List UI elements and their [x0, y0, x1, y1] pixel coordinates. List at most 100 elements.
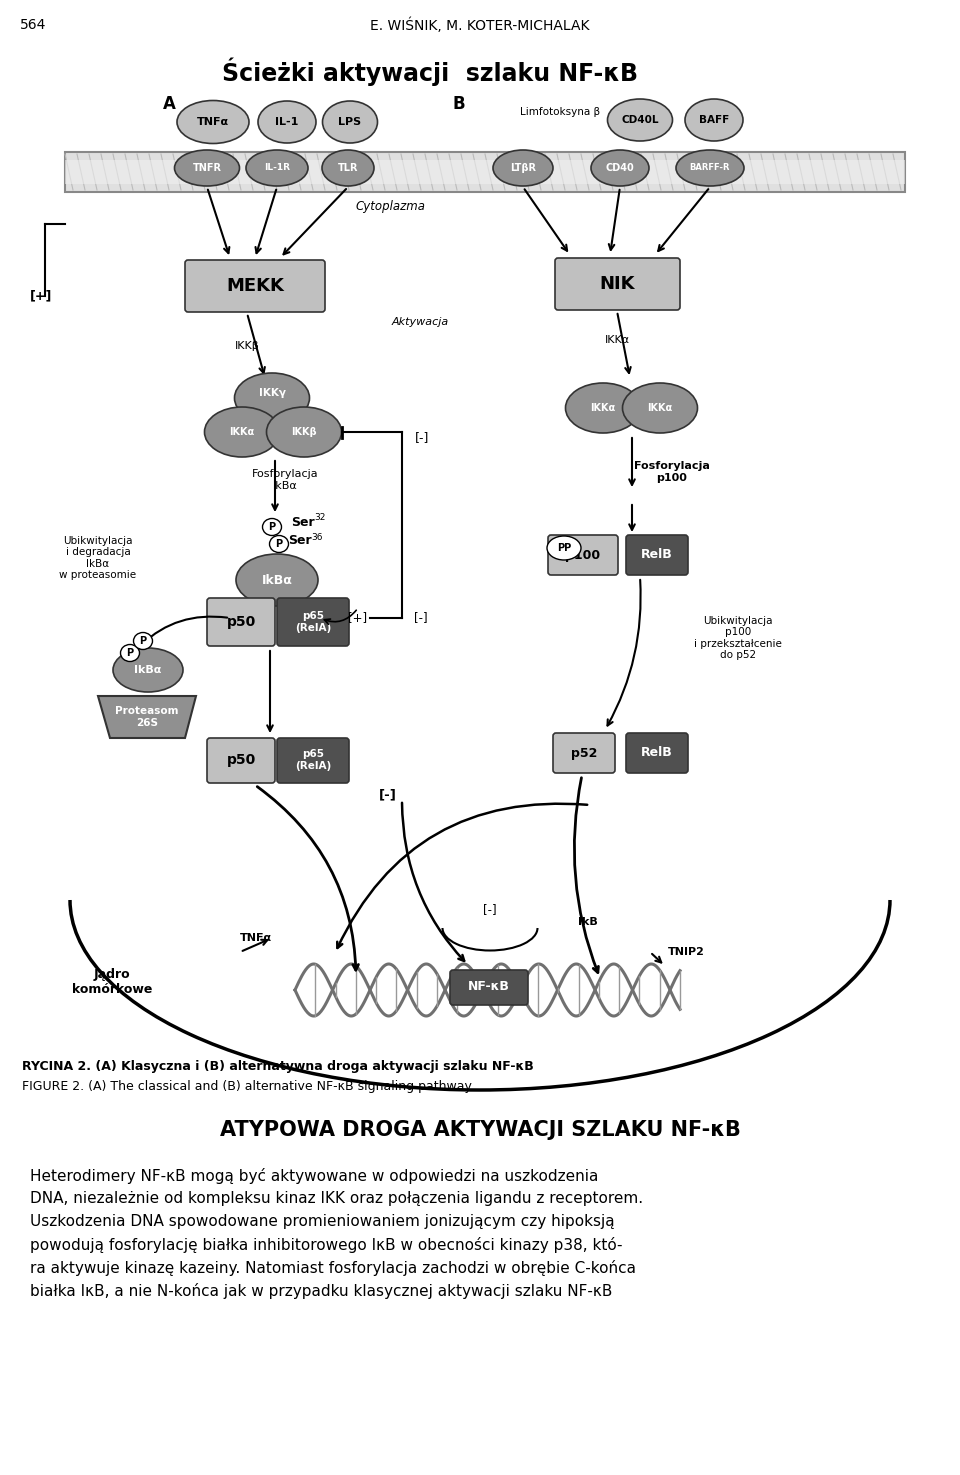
Text: p50: p50: [227, 754, 255, 767]
FancyBboxPatch shape: [277, 738, 349, 783]
Text: Cytoplazma: Cytoplazma: [355, 201, 425, 212]
Ellipse shape: [262, 519, 281, 535]
Text: Limfotoksyna β: Limfotoksyna β: [520, 108, 600, 117]
Text: białka IκB, a nie N-końca jak w przypadku klasycznej aktywacji szlaku NF-κB: białka IκB, a nie N-końca jak w przypadk…: [30, 1283, 612, 1299]
Text: [-]: [-]: [415, 432, 429, 444]
Ellipse shape: [565, 384, 640, 434]
FancyBboxPatch shape: [555, 258, 680, 310]
Text: 32: 32: [314, 513, 325, 522]
FancyBboxPatch shape: [626, 535, 688, 575]
FancyBboxPatch shape: [207, 738, 275, 783]
Ellipse shape: [622, 384, 698, 434]
FancyBboxPatch shape: [65, 152, 905, 192]
Ellipse shape: [133, 633, 153, 649]
Polygon shape: [98, 696, 196, 738]
Text: p65
(RelA): p65 (RelA): [295, 611, 331, 633]
Text: TNFα: TNFα: [197, 117, 229, 127]
Text: Ubikwitylacja
p100
i przekształcenie
do p52: Ubikwitylacja p100 i przekształcenie do …: [694, 615, 782, 661]
Ellipse shape: [121, 645, 139, 661]
Ellipse shape: [608, 99, 673, 142]
FancyBboxPatch shape: [185, 260, 325, 313]
Text: IKKβ: IKKβ: [234, 341, 259, 351]
Text: [-]: [-]: [483, 904, 497, 916]
Text: BAFF: BAFF: [699, 115, 730, 125]
Text: TNIP2: TNIP2: [668, 947, 705, 957]
Ellipse shape: [270, 535, 289, 553]
Text: [+]: [+]: [348, 612, 368, 624]
Text: 564: 564: [20, 18, 46, 32]
Text: Uszkodzenia DNA spowodowane promieniowaniem jonizującym czy hipoksją: Uszkodzenia DNA spowodowane promieniowan…: [30, 1214, 614, 1229]
Text: TNFα: TNFα: [240, 934, 272, 943]
Text: Ser: Ser: [288, 534, 312, 547]
Text: Fosforylacja
p100: Fosforylacja p100: [634, 462, 710, 482]
Text: DNA, niezależnie od kompleksu kinaz IKK oraz połączenia ligandu z receptorem.: DNA, niezależnie od kompleksu kinaz IKK …: [30, 1190, 643, 1207]
Text: Jądro
komórkowe: Jądro komórkowe: [72, 968, 153, 996]
Text: Proteasom
26S: Proteasom 26S: [115, 707, 179, 727]
Ellipse shape: [177, 100, 249, 143]
Text: FIGURE 2. (A) The classical and (B) alternative NF-κB signaling pathway: FIGURE 2. (A) The classical and (B) alte…: [22, 1080, 472, 1093]
FancyBboxPatch shape: [277, 597, 349, 646]
Text: [-]: [-]: [414, 612, 427, 624]
Text: P: P: [276, 538, 282, 549]
Ellipse shape: [323, 100, 377, 143]
Ellipse shape: [246, 150, 308, 186]
Text: powodują fosforylację białka inhibitorowego IκB w obecności kinazy p38, któ-: powodują fosforylację białka inhibitorow…: [30, 1238, 622, 1252]
Text: TLR: TLR: [338, 164, 358, 173]
Text: Ubikwitylacja
i degradacja
IkBα
w proteasomie: Ubikwitylacja i degradacja IkBα w protea…: [60, 535, 136, 580]
Ellipse shape: [322, 150, 374, 186]
Ellipse shape: [175, 150, 239, 186]
Text: PP: PP: [557, 543, 571, 553]
Text: IKKα: IKKα: [647, 403, 673, 413]
Text: P: P: [127, 648, 133, 658]
Text: p50: p50: [227, 615, 255, 628]
Text: BARFF-R: BARFF-R: [689, 164, 731, 173]
Text: B: B: [453, 94, 466, 114]
Text: p100: p100: [565, 549, 601, 562]
Text: IkBα: IkBα: [134, 665, 161, 676]
Text: ra aktywuje kinazę kazeiny. Natomiast fosforylacja zachodzi w obrębie C-końca: ra aktywuje kinazę kazeiny. Natomiast fo…: [30, 1260, 636, 1276]
Ellipse shape: [547, 535, 581, 560]
FancyBboxPatch shape: [548, 535, 618, 575]
FancyBboxPatch shape: [65, 159, 905, 184]
Ellipse shape: [258, 100, 316, 143]
Text: A: A: [163, 94, 176, 114]
Text: Aktywacja: Aktywacja: [392, 317, 448, 327]
Ellipse shape: [267, 407, 342, 457]
Ellipse shape: [236, 555, 318, 606]
Text: MEKK: MEKK: [226, 277, 284, 295]
Text: LPS: LPS: [339, 117, 362, 127]
Text: NF-κB: NF-κB: [468, 981, 510, 994]
Text: RYCINA 2. (A) Klasyczna i (B) alternatywna droga aktywacji szlaku NF-κB: RYCINA 2. (A) Klasyczna i (B) alternatyw…: [22, 1061, 534, 1072]
Text: P: P: [139, 636, 147, 646]
Text: CD40: CD40: [606, 164, 635, 173]
FancyBboxPatch shape: [626, 733, 688, 773]
Ellipse shape: [591, 150, 649, 186]
Text: 36: 36: [311, 532, 323, 541]
Text: Heterodimery NF-κB mogą być aktywowane w odpowiedzi na uszkodzenia: Heterodimery NF-κB mogą być aktywowane w…: [30, 1168, 598, 1184]
Text: IL-1: IL-1: [276, 117, 299, 127]
Text: RelB: RelB: [641, 746, 673, 760]
Text: IKKα: IKKα: [590, 403, 615, 413]
Text: Ser: Ser: [291, 516, 315, 530]
Text: E. WIŚNIK, M. KOTER-MICHALAK: E. WIŚNIK, M. KOTER-MICHALAK: [371, 18, 589, 34]
Text: [-]: [-]: [379, 789, 396, 801]
Text: IKKα: IKKα: [605, 335, 630, 345]
Ellipse shape: [685, 99, 743, 142]
Text: Ścieżki aktywacji  szlaku NF-κB: Ścieżki aktywacji szlaku NF-κB: [222, 58, 638, 87]
Text: IL-1R: IL-1R: [264, 164, 290, 173]
Ellipse shape: [676, 150, 744, 186]
Text: Fosforylacja
IkBα: Fosforylacja IkBα: [252, 469, 319, 491]
Text: p65
(RelA): p65 (RelA): [295, 749, 331, 771]
Text: p52: p52: [571, 746, 597, 760]
Text: ATYPOWA DROGA AKTYWACJI SZLAKU NF-κB: ATYPOWA DROGA AKTYWACJI SZLAKU NF-κB: [220, 1120, 740, 1140]
Ellipse shape: [113, 648, 183, 692]
Text: NIK: NIK: [600, 274, 636, 294]
Text: TNFR: TNFR: [193, 164, 222, 173]
Text: RelB: RelB: [641, 549, 673, 562]
Text: IKKβ: IKKβ: [291, 426, 317, 437]
Text: IkBα: IkBα: [261, 574, 293, 587]
Text: P: P: [269, 522, 276, 532]
Text: IkB: IkB: [578, 917, 598, 926]
Ellipse shape: [234, 373, 309, 423]
Ellipse shape: [493, 150, 553, 186]
